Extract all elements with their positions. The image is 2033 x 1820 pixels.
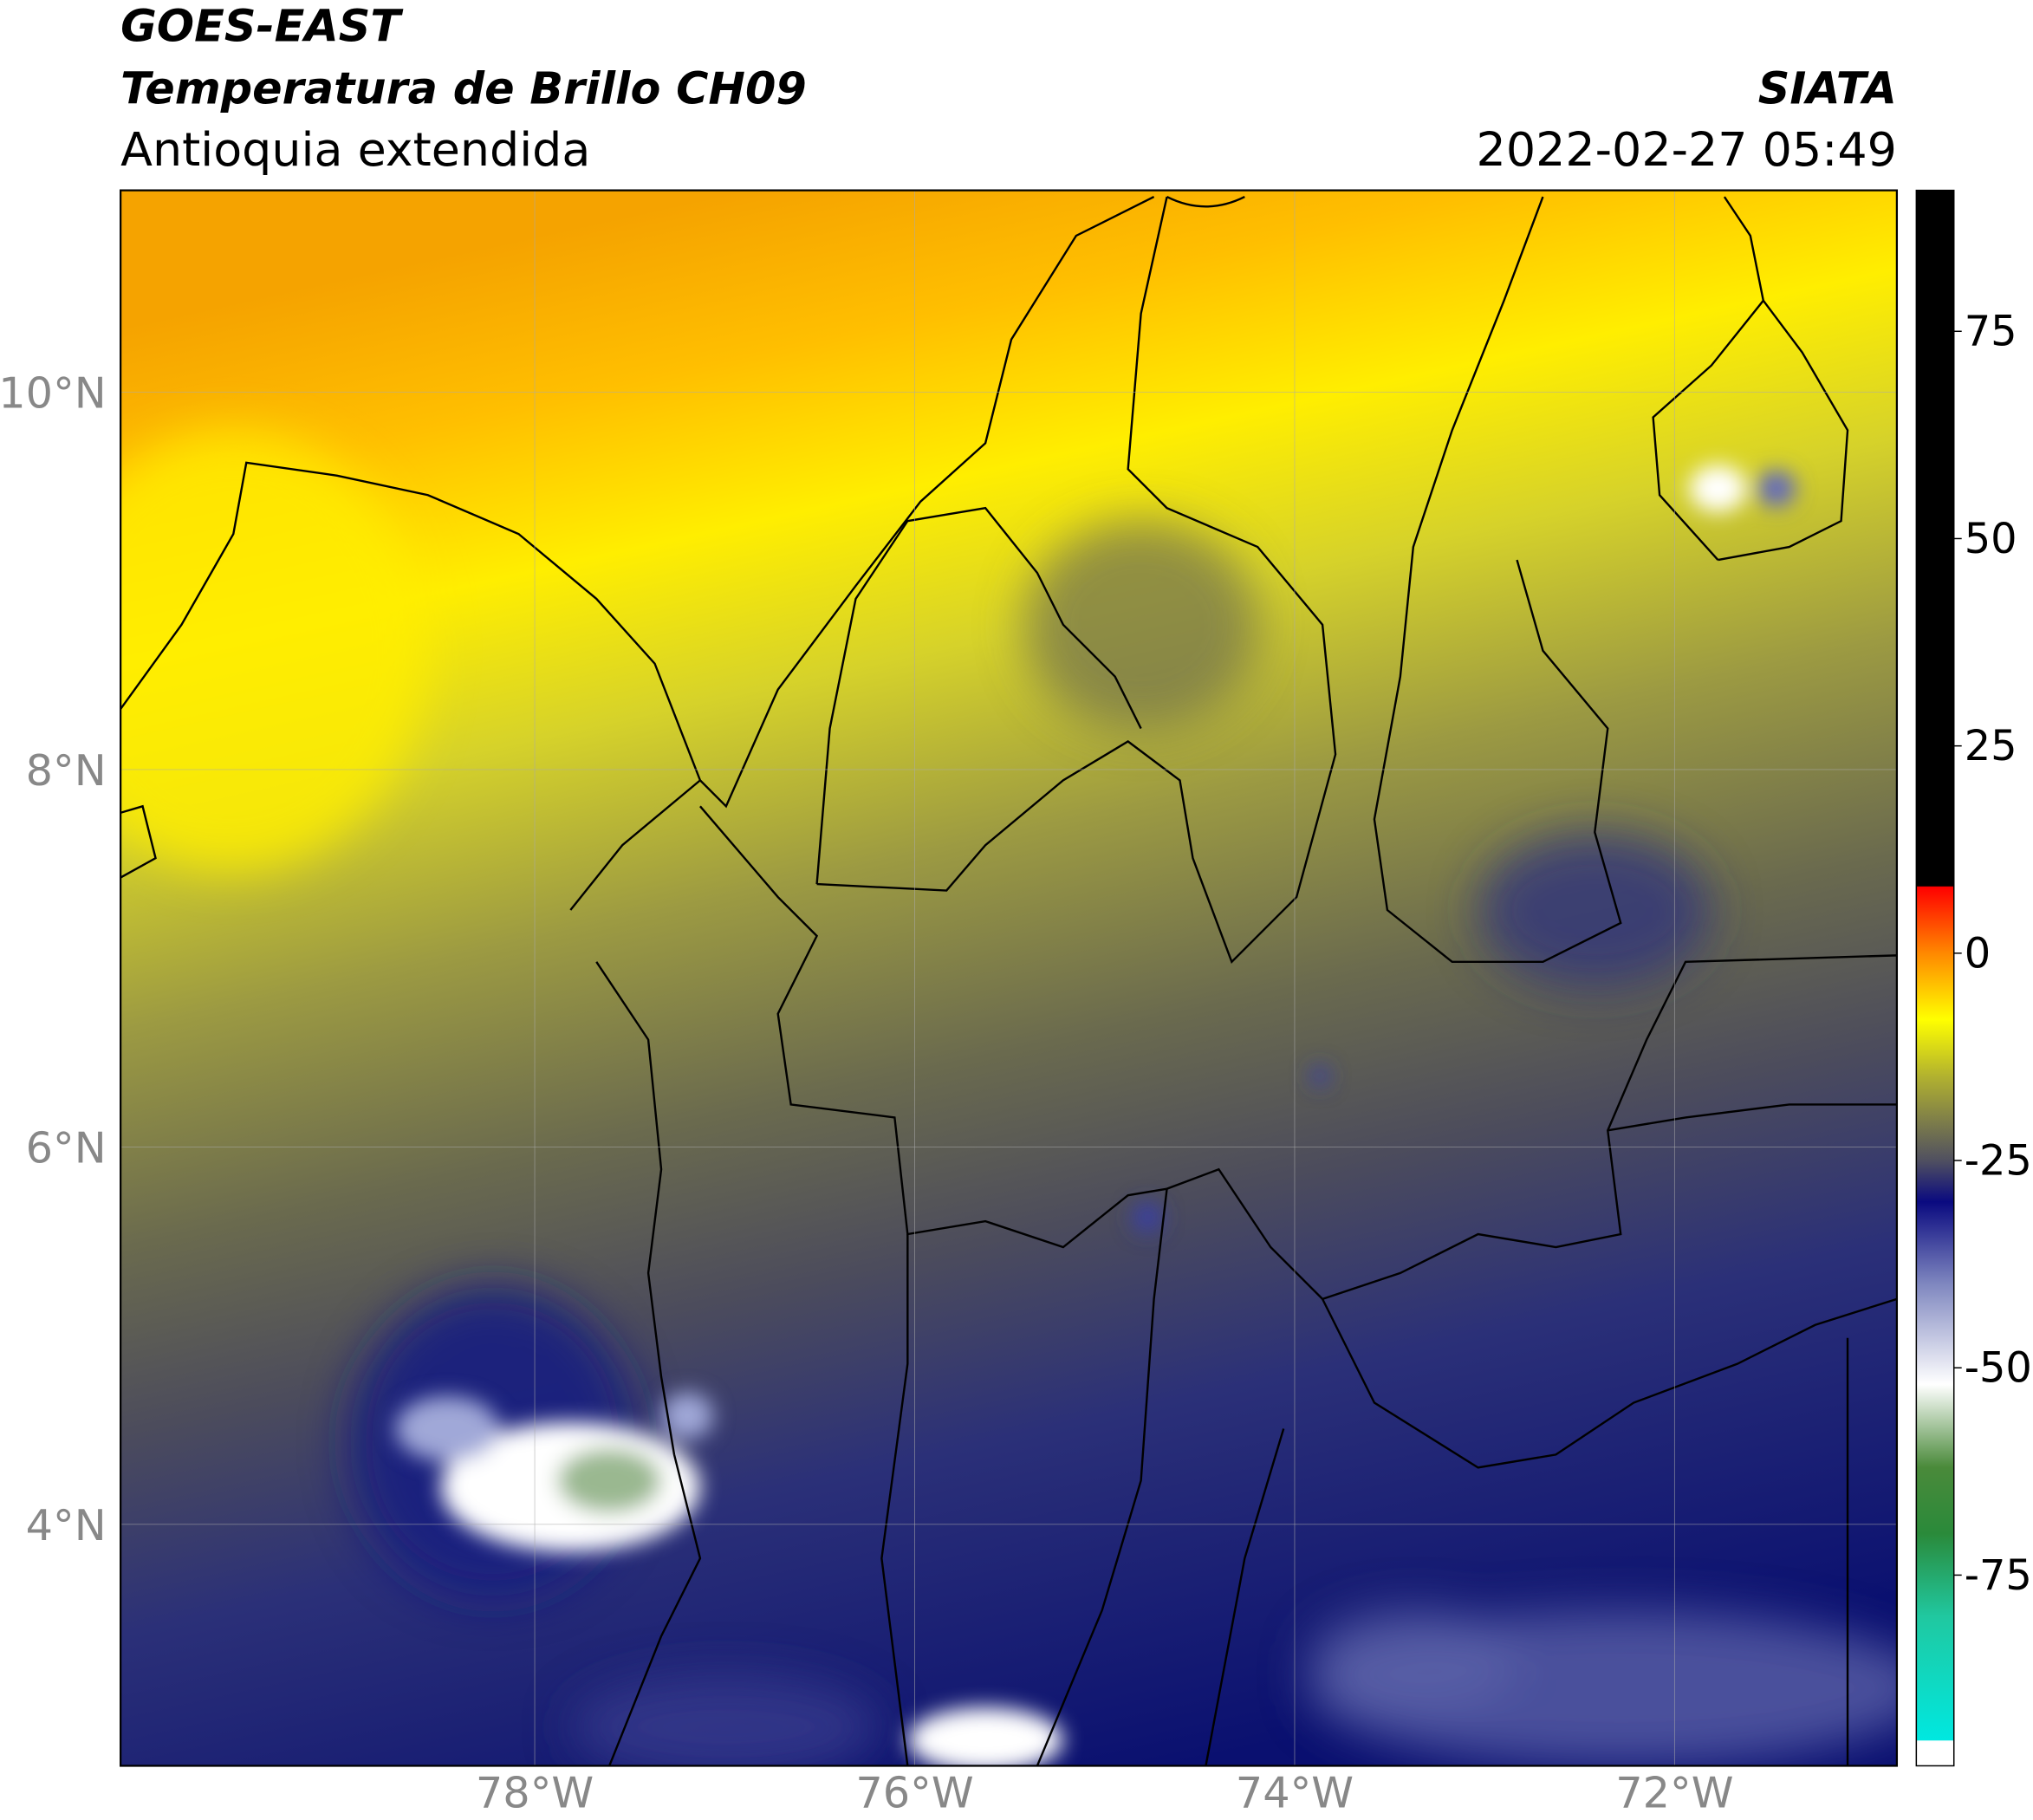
grid — [120, 190, 1897, 1766]
cloud-layer — [120, 430, 1897, 1766]
boundaries — [120, 196, 1897, 1766]
colorbar-tick-label: -50 — [1965, 1345, 2032, 1393]
colorbar-tick-label: -25 — [1965, 1137, 2032, 1185]
colorbar-tick-label: 0 — [1965, 930, 1991, 978]
map-frame — [120, 189, 1899, 1767]
map-area — [120, 190, 1897, 1766]
x-tick-label: 76°W — [855, 1767, 973, 1817]
x-tick-label: 74°W — [1236, 1767, 1354, 1817]
convective-cells — [395, 465, 1796, 1766]
region: Antioquia extendida — [120, 122, 590, 177]
y-tick-label: 6°N — [26, 1122, 107, 1173]
source: SIATA — [1758, 62, 1897, 114]
datetime: 2022-02-27 05:49 — [1477, 122, 1897, 177]
colorbar-tick-label: 50 — [1965, 516, 2017, 563]
colorbar-tick-label: 75 — [1965, 309, 2017, 356]
title: GOES-EAST — [120, 1, 404, 52]
colorbar — [1915, 189, 1955, 1767]
colorbar-tick-label: 25 — [1965, 723, 2017, 770]
x-tick-label: 72°W — [1615, 1767, 1733, 1817]
y-tick-label: 4°N — [26, 1500, 107, 1550]
colorbar-tick-label: -75 — [1965, 1552, 2032, 1600]
subtitle: Temperatura de Brillo CH09 — [120, 62, 807, 114]
y-tick-label: 8°N — [26, 745, 107, 796]
y-tick-label: 10°N — [0, 368, 107, 419]
x-tick-label: 78°W — [476, 1767, 594, 1817]
